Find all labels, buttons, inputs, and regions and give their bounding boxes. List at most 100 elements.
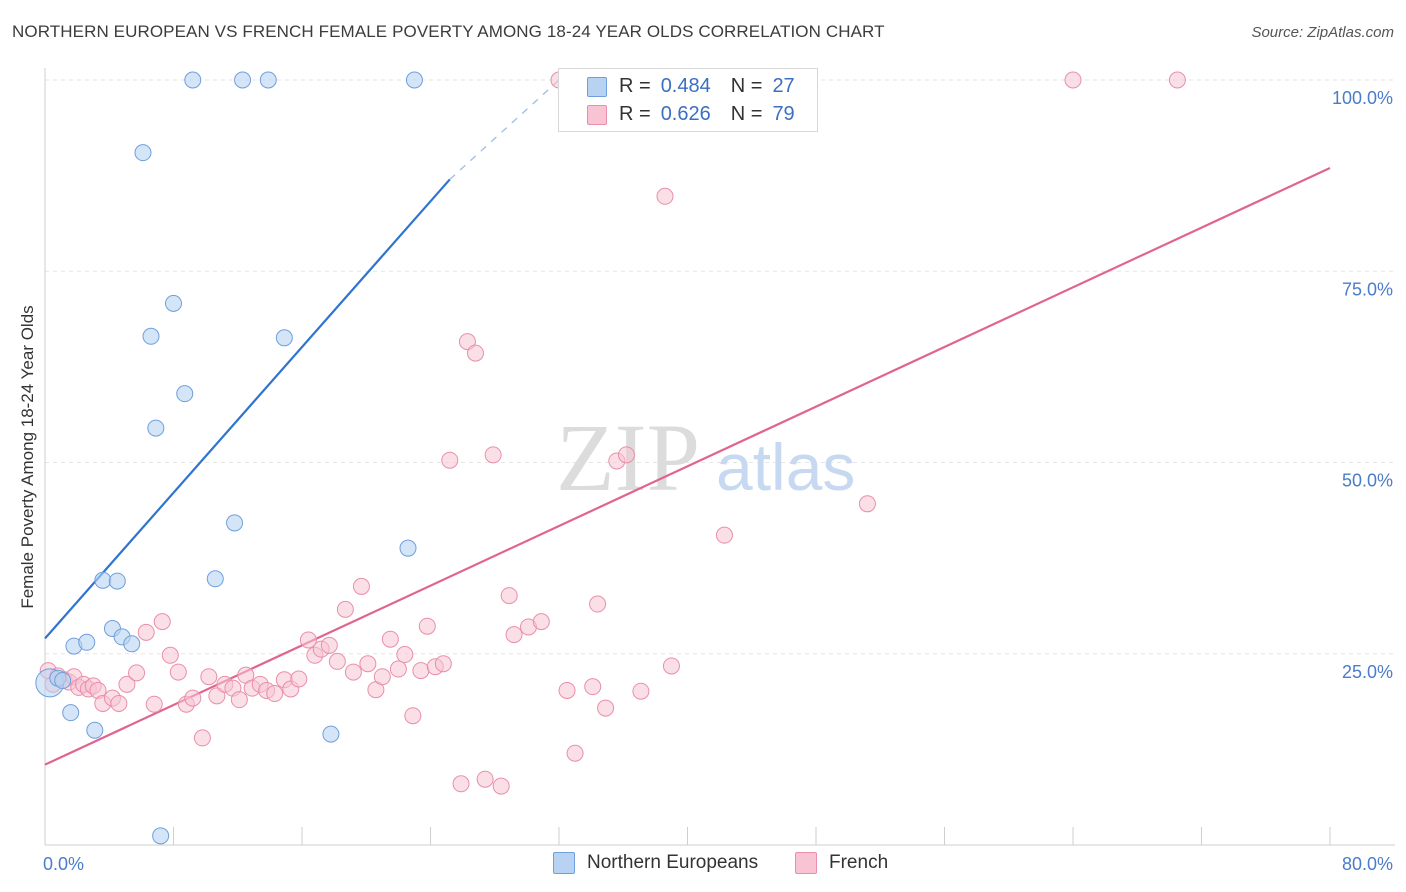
data-point-northern-europeans — [184, 71, 202, 89]
data-point-french — [161, 646, 179, 664]
data-point-french — [404, 707, 422, 725]
data-point-french — [1168, 71, 1186, 89]
y-tick-label: 75.0% — [1342, 279, 1393, 299]
legend-row-french: R = 0.626 N = 79 — [587, 101, 795, 127]
data-point-northern-europeans — [78, 633, 96, 651]
data-point-northern-europeans — [108, 572, 126, 590]
y-tick-label: 50.0% — [1342, 471, 1393, 491]
legend-n-value: 79 — [772, 102, 795, 125]
data-point-northern-europeans — [152, 827, 170, 845]
data-point-northern-europeans — [399, 539, 417, 557]
legend-row-northern-europeans: R = 0.484 N = 27 — [587, 73, 795, 99]
data-point-northern-europeans — [176, 385, 194, 403]
data-point-french — [153, 613, 171, 631]
data-point-french — [662, 657, 680, 675]
data-point-northern-europeans — [54, 672, 72, 690]
x-tick-label: 80.0% — [1342, 854, 1393, 874]
points-northern-europeans — [35, 71, 423, 845]
legend-swatch-pink — [587, 105, 607, 125]
legend-swatch-blue — [587, 77, 607, 97]
data-point-french — [396, 646, 414, 664]
data-point-french — [500, 587, 518, 605]
data-point-french — [558, 681, 576, 699]
data-point-french — [434, 655, 452, 673]
legend-label: French — [829, 852, 889, 873]
data-point-french — [118, 675, 136, 693]
legend-r-label: R = — [619, 74, 651, 97]
data-point-french — [412, 662, 430, 680]
legend-n-label: N = — [730, 102, 763, 125]
legend-item-french[interactable]: French — [795, 852, 888, 874]
data-point-french — [328, 652, 346, 670]
data-point-french — [169, 663, 187, 681]
trend-line-solid — [44, 178, 451, 640]
trend-line-french — [44, 166, 1331, 766]
data-point-french — [1064, 71, 1082, 89]
data-point-french — [441, 451, 459, 469]
data-point-northern-europeans — [226, 514, 244, 532]
chart-title: NORTHERN EUROPEAN VS FRENCH FEMALE POVER… — [12, 22, 885, 41]
trend-line-northern-europeans — [44, 79, 560, 640]
legend-swatch-pink — [795, 852, 817, 874]
data-point-french — [858, 495, 876, 513]
legend-label: Northern Europeans — [587, 852, 759, 873]
data-point-northern-europeans — [259, 71, 277, 89]
legend-r-label: R = — [619, 102, 651, 125]
data-point-northern-europeans — [147, 419, 165, 437]
data-point-french — [200, 668, 218, 686]
data-point-french — [566, 744, 584, 762]
data-point-french — [266, 685, 284, 703]
data-point-northern-europeans — [86, 721, 104, 739]
data-point-northern-europeans — [234, 71, 252, 89]
data-point-northern-europeans — [123, 635, 141, 653]
trend-line-solid — [44, 166, 1331, 766]
data-point-french — [381, 630, 399, 648]
data-point-french — [352, 577, 370, 595]
y-tick-label: 100.0% — [1332, 88, 1393, 108]
legend-n-value: 27 — [772, 74, 795, 97]
source-label: Source: ZipAtlas.com — [1251, 24, 1394, 41]
data-point-french — [656, 187, 674, 205]
data-point-french — [492, 777, 510, 795]
data-point-french — [418, 617, 436, 635]
data-point-french — [389, 660, 407, 678]
legend-item-northern-europeans[interactable]: Northern Europeans — [553, 852, 758, 874]
data-point-northern-europeans — [322, 725, 340, 743]
data-point-northern-europeans — [275, 329, 293, 347]
data-point-northern-europeans — [134, 144, 152, 162]
legend-n-label: N = — [730, 74, 763, 97]
data-point-french — [145, 695, 163, 713]
data-point-french — [373, 668, 391, 686]
data-point-french — [589, 595, 607, 613]
data-point-northern-europeans — [405, 71, 423, 89]
data-point-french — [344, 663, 362, 681]
data-point-french — [584, 678, 602, 696]
data-point-northern-europeans — [206, 570, 224, 588]
data-point-french — [359, 655, 377, 673]
data-point-northern-europeans — [94, 571, 112, 589]
data-point-french — [617, 446, 635, 464]
data-point-northern-europeans — [62, 704, 80, 722]
axes — [44, 68, 1395, 846]
data-point-french — [110, 694, 128, 712]
data-point-french — [632, 682, 650, 700]
data-point-french — [128, 664, 146, 682]
correlation-legend: R = 0.484 N = 27 R = 0.626 N = 79 — [558, 68, 818, 132]
watermark-atlas: atlas — [716, 430, 855, 504]
x-tick-label: 0.0% — [43, 854, 84, 874]
legend-r-value: 0.626 — [660, 102, 711, 125]
legend-swatch-blue — [553, 852, 575, 874]
gridlines — [45, 79, 1395, 655]
data-point-french — [484, 446, 502, 464]
trend-line-dashed — [449, 79, 560, 180]
data-point-northern-europeans — [142, 327, 160, 345]
data-point-french — [320, 636, 338, 654]
data-point-french — [299, 631, 317, 649]
data-point-french — [476, 770, 494, 788]
series-legend: Northern Europeans French — [0, 852, 1406, 878]
y-tick-label: 25.0% — [1342, 662, 1393, 682]
data-point-french — [532, 613, 550, 631]
data-point-french — [193, 729, 211, 747]
data-point-french — [290, 670, 308, 688]
